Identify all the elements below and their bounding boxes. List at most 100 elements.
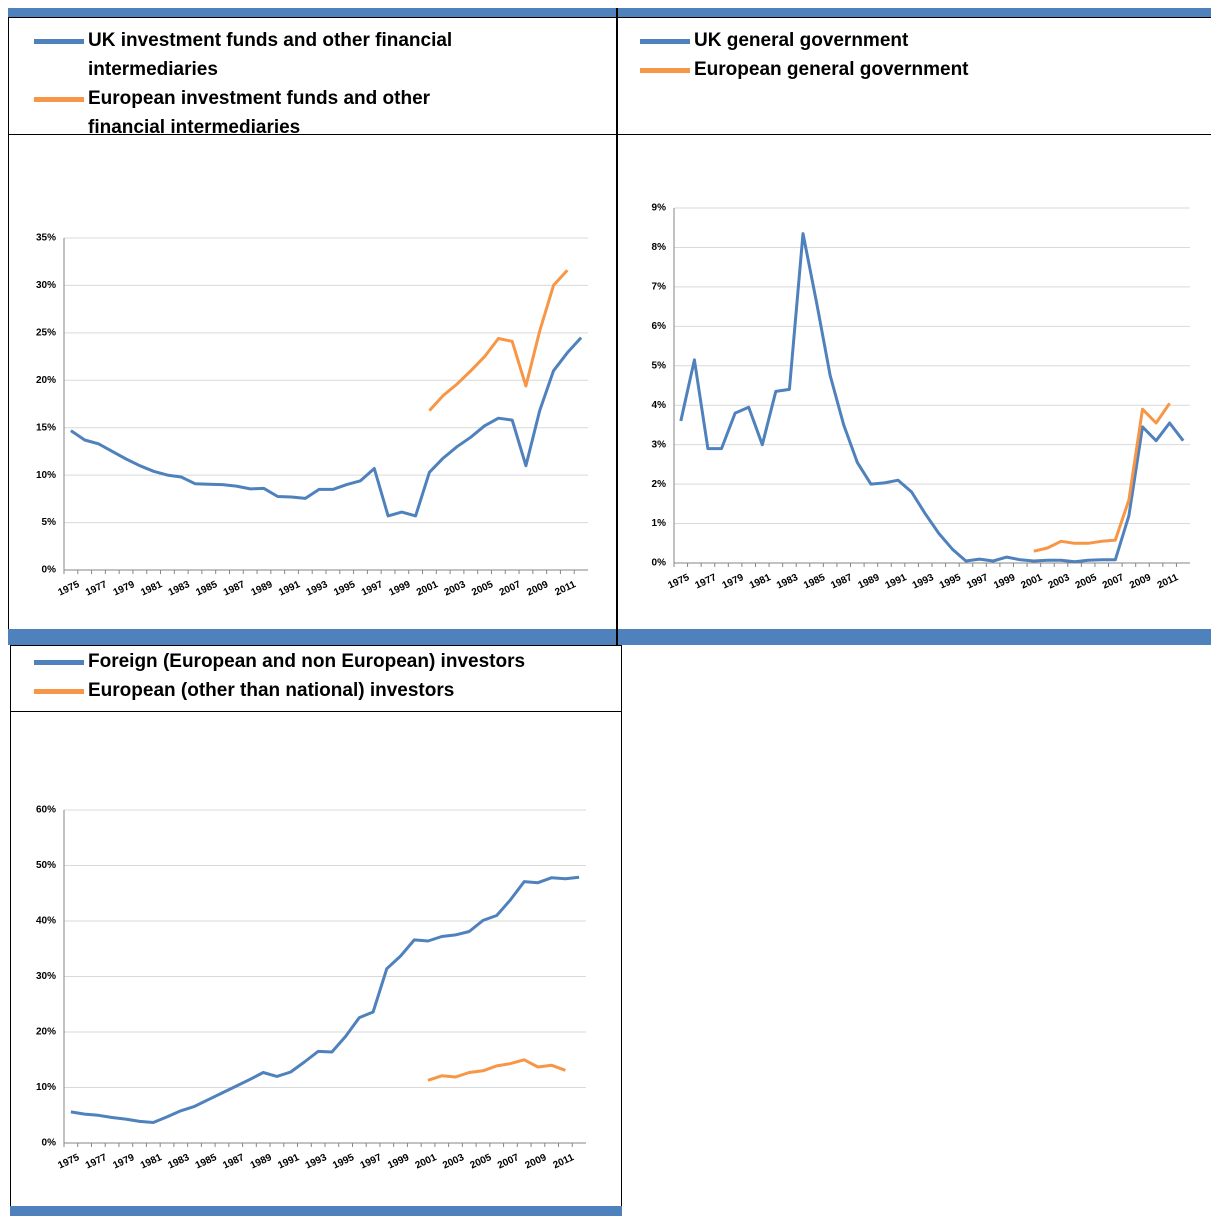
x-tick-label: 1993 <box>911 572 936 592</box>
x-tick-label: 1977 <box>84 579 109 599</box>
x-tick-label: 1997 <box>965 572 990 592</box>
y-tick-label: 9% <box>652 203 667 214</box>
y-tick-label: 6% <box>652 321 667 332</box>
x-tick-label: 1977 <box>694 572 719 592</box>
x-tick-label: 1981 <box>748 572 773 592</box>
x-tick-label: 2003 <box>441 1152 466 1172</box>
y-tick-label: 2% <box>652 479 667 490</box>
y-tick-label: 30% <box>36 971 56 982</box>
x-tick-label: 1983 <box>167 579 192 599</box>
y-tick-label: 60% <box>36 805 56 816</box>
x-tick-label: 1979 <box>721 572 746 592</box>
x-tick-label: 1983 <box>166 1152 191 1172</box>
legend-swatch <box>640 39 690 44</box>
x-tick-label: 1989 <box>249 1152 274 1172</box>
separator-bar <box>8 629 1211 645</box>
x-tick-label: 2009 <box>525 579 550 599</box>
x-tick-label: 2001 <box>414 1152 439 1172</box>
y-tick-label: 1% <box>652 518 667 529</box>
x-tick-label: 1989 <box>250 579 275 599</box>
y-tick-label: 25% <box>36 327 56 338</box>
x-tick-label: 1991 <box>277 579 302 599</box>
y-tick-label: 5% <box>652 360 667 371</box>
legend: Foreign (European and non European) inve… <box>34 647 614 705</box>
x-tick-label: 1985 <box>194 1152 219 1172</box>
legend-swatch <box>34 660 84 665</box>
x-tick-label: 2009 <box>1128 572 1153 592</box>
x-tick-label: 1999 <box>387 579 412 599</box>
x-tick-label: 1981 <box>139 579 164 599</box>
legend-label: UK investment funds and other financial … <box>88 30 453 80</box>
legend-swatch <box>34 97 84 102</box>
footer-bar <box>10 1206 622 1216</box>
x-tick-label: 2005 <box>470 579 495 599</box>
x-tick-label: 1997 <box>359 1152 384 1172</box>
legend-label: European (other than national) investors <box>88 680 455 701</box>
x-tick-label: 2007 <box>498 579 523 599</box>
x-tick-label: 1983 <box>775 572 800 592</box>
y-tick-label: 0% <box>652 558 667 569</box>
y-tick-label: 40% <box>36 916 56 927</box>
x-tick-label: 1985 <box>194 579 219 599</box>
legend-swatch <box>640 68 690 73</box>
x-tick-label: 1977 <box>84 1152 109 1172</box>
y-tick-label: 8% <box>652 242 667 253</box>
y-tick-label: 10% <box>36 1082 56 1093</box>
y-tick-label: 0% <box>42 1138 57 1149</box>
x-tick-label: 1975 <box>666 572 691 592</box>
legend-swatch <box>34 689 84 694</box>
x-tick-label: 2001 <box>415 579 440 599</box>
x-tick-label: 1975 <box>56 579 81 599</box>
x-tick-label: 2003 <box>443 579 468 599</box>
legend-item: UK general government <box>640 26 1160 55</box>
legend-item: European general government <box>640 55 1160 84</box>
x-tick-label: 2009 <box>523 1152 548 1172</box>
legend-item: Foreign (European and non European) inve… <box>34 647 614 676</box>
y-tick-label: 7% <box>652 282 667 293</box>
legend-swatch <box>34 39 84 44</box>
series-line <box>70 875 580 1124</box>
x-tick-label: 1995 <box>332 579 357 599</box>
legend-item: European investment funds and other fina… <box>34 84 504 142</box>
x-tick-label: 1991 <box>884 572 909 592</box>
y-tick-label: 10% <box>36 470 56 481</box>
y-tick-label: 15% <box>36 422 56 433</box>
series-line <box>679 232 1185 564</box>
x-tick-label: 1979 <box>111 1152 136 1172</box>
series-line <box>427 1058 566 1082</box>
legend-item: UK investment funds and other financial … <box>34 26 504 84</box>
y-tick-label: 5% <box>42 517 57 528</box>
y-tick-label: 20% <box>36 1027 56 1038</box>
x-tick-label: 2007 <box>496 1152 521 1172</box>
legend: UK general government European general g… <box>640 26 1160 84</box>
y-tick-label: 50% <box>36 860 56 871</box>
y-tick-label: 0% <box>42 565 57 576</box>
x-tick-label: 2011 <box>551 1152 576 1171</box>
x-tick-label: 2007 <box>1101 572 1126 592</box>
series-line <box>428 269 569 412</box>
y-tick-label: 30% <box>36 280 56 291</box>
x-tick-label: 1993 <box>305 579 330 599</box>
x-tick-label: 1995 <box>331 1152 356 1172</box>
x-tick-label: 1999 <box>386 1152 411 1172</box>
x-tick-label: 1987 <box>222 579 247 599</box>
x-tick-label: 2011 <box>553 579 578 598</box>
x-tick-label: 1991 <box>276 1152 301 1172</box>
x-tick-label: 2005 <box>1074 572 1099 592</box>
x-tick-label: 2003 <box>1047 572 1072 592</box>
y-tick-label: 35% <box>36 233 56 244</box>
x-tick-label: 1981 <box>139 1152 164 1172</box>
y-tick-label: 3% <box>652 439 667 450</box>
divider <box>616 8 618 645</box>
header-bar <box>8 8 1211 17</box>
x-tick-label: 1987 <box>221 1152 246 1172</box>
series-line <box>70 336 583 518</box>
x-tick-label: 1989 <box>856 572 881 592</box>
legend-item: European (other than national) investors <box>34 676 614 705</box>
x-tick-label: 1975 <box>56 1152 81 1172</box>
x-tick-label: 1987 <box>829 572 854 592</box>
x-tick-label: 2001 <box>1019 572 1044 592</box>
series-line <box>1033 402 1171 553</box>
